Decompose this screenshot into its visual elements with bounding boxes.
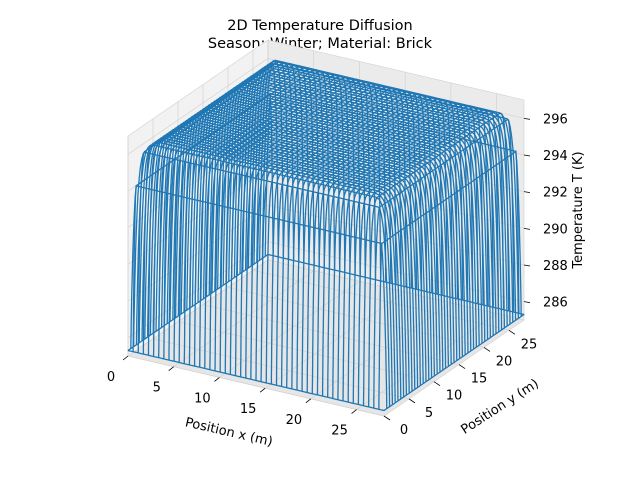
wire-line-y (267, 253, 525, 316)
temperature-wireframe (127, 59, 525, 412)
x-tick-mark (305, 398, 312, 404)
z-tick-mark (523, 227, 531, 230)
y-tick-mark (433, 381, 441, 387)
grid-line-y (227, 287, 485, 348)
y-tick-mark (408, 398, 416, 404)
z-tick-mark (523, 264, 531, 267)
wire-line-y (225, 82, 483, 344)
x-tick-label: 20 (286, 413, 303, 428)
y-tick-mark (383, 415, 391, 421)
z-tick-mark (523, 191, 531, 194)
wire-line-y (208, 93, 466, 355)
grid-line-x (219, 281, 360, 378)
wire-line-x (362, 111, 505, 406)
x-tick-label: 0 (107, 370, 115, 385)
wire-line-x (347, 107, 489, 403)
wire-line-x (316, 100, 459, 395)
grid-line-y (152, 338, 410, 400)
wire-line-x (327, 102, 469, 398)
wire-line-y (216, 88, 475, 350)
z-tick-mark (523, 301, 531, 304)
x-axis-label: Position x (m) (184, 415, 274, 450)
wire-line-y (197, 101, 455, 363)
x-tick-label: 25 (331, 424, 348, 439)
y-tick-label: 10 (446, 389, 463, 404)
wire-line-x (383, 313, 525, 412)
z-tick-mark (523, 154, 531, 157)
z-tick-label: 296 (543, 112, 568, 127)
grid-line-y (252, 269, 510, 331)
wire-line-y (222, 84, 480, 346)
z-tick-label: 290 (543, 222, 568, 237)
y-tick-mark (508, 329, 516, 335)
z-tick-label: 294 (543, 149, 568, 164)
x-tick-label: 10 (194, 391, 211, 406)
y-tick-label: 0 (400, 423, 408, 438)
x-tick-mark (351, 409, 357, 414)
wire-line-y (247, 66, 506, 328)
wire-line-y (228, 80, 486, 342)
wire-line-x (352, 108, 494, 404)
z-axis-label: Temperature T (K) (571, 151, 586, 269)
y-tick-mark (483, 347, 491, 352)
wire-line-x (321, 101, 464, 397)
wire-line-x (337, 105, 479, 400)
y-tick-label: 25 (521, 337, 538, 352)
grid-line-x (127, 259, 269, 357)
y-tick-label: 5 (425, 406, 433, 421)
wire-line-y (261, 63, 520, 319)
wire-line-y (250, 65, 508, 326)
y-tick-label: 15 (471, 372, 488, 387)
wire-line-x (373, 118, 515, 409)
x-tick-mark (122, 355, 129, 361)
chart-title: 2D Temperature Diffusion (227, 18, 413, 34)
grid-line-y (127, 355, 385, 417)
wire-line-x (332, 103, 474, 399)
grid-line-x (264, 291, 406, 389)
wire-line-x (342, 106, 484, 401)
wire-line-y (211, 91, 469, 353)
wire-line-y (202, 97, 461, 359)
z-tick-label: 288 (543, 259, 568, 274)
wire-line-y (200, 99, 458, 361)
x-tick-mark (168, 366, 174, 372)
z-tick-mark (523, 117, 531, 120)
x-tick-mark (214, 377, 220, 382)
wire-line-y (205, 95, 464, 357)
wire-line-y (256, 61, 514, 323)
x-tick-mark (259, 387, 266, 393)
x-tick-label: 15 (240, 402, 257, 417)
z-tick-label: 292 (543, 186, 568, 201)
x-tick-label: 5 (153, 381, 161, 396)
axis-ticks: 0 5 10 15 20 25 0 5 10 15 20 25 286 288 290 292 294 296 (107, 112, 568, 438)
wire-line-x (357, 109, 500, 405)
wire-line-y (242, 70, 500, 332)
grid-line-x (173, 270, 314, 368)
y-tick-label: 20 (496, 354, 513, 369)
wire-line-y (264, 93, 522, 317)
wire-line-y (233, 76, 492, 338)
wire-line-y (236, 74, 494, 336)
y-tick-mark (458, 364, 466, 369)
grid-line-y (202, 304, 460, 365)
wire-line-y (230, 78, 489, 340)
z-tick-label: 286 (543, 296, 568, 311)
grid-line-z (127, 58, 269, 155)
wire-line-x (367, 112, 510, 407)
